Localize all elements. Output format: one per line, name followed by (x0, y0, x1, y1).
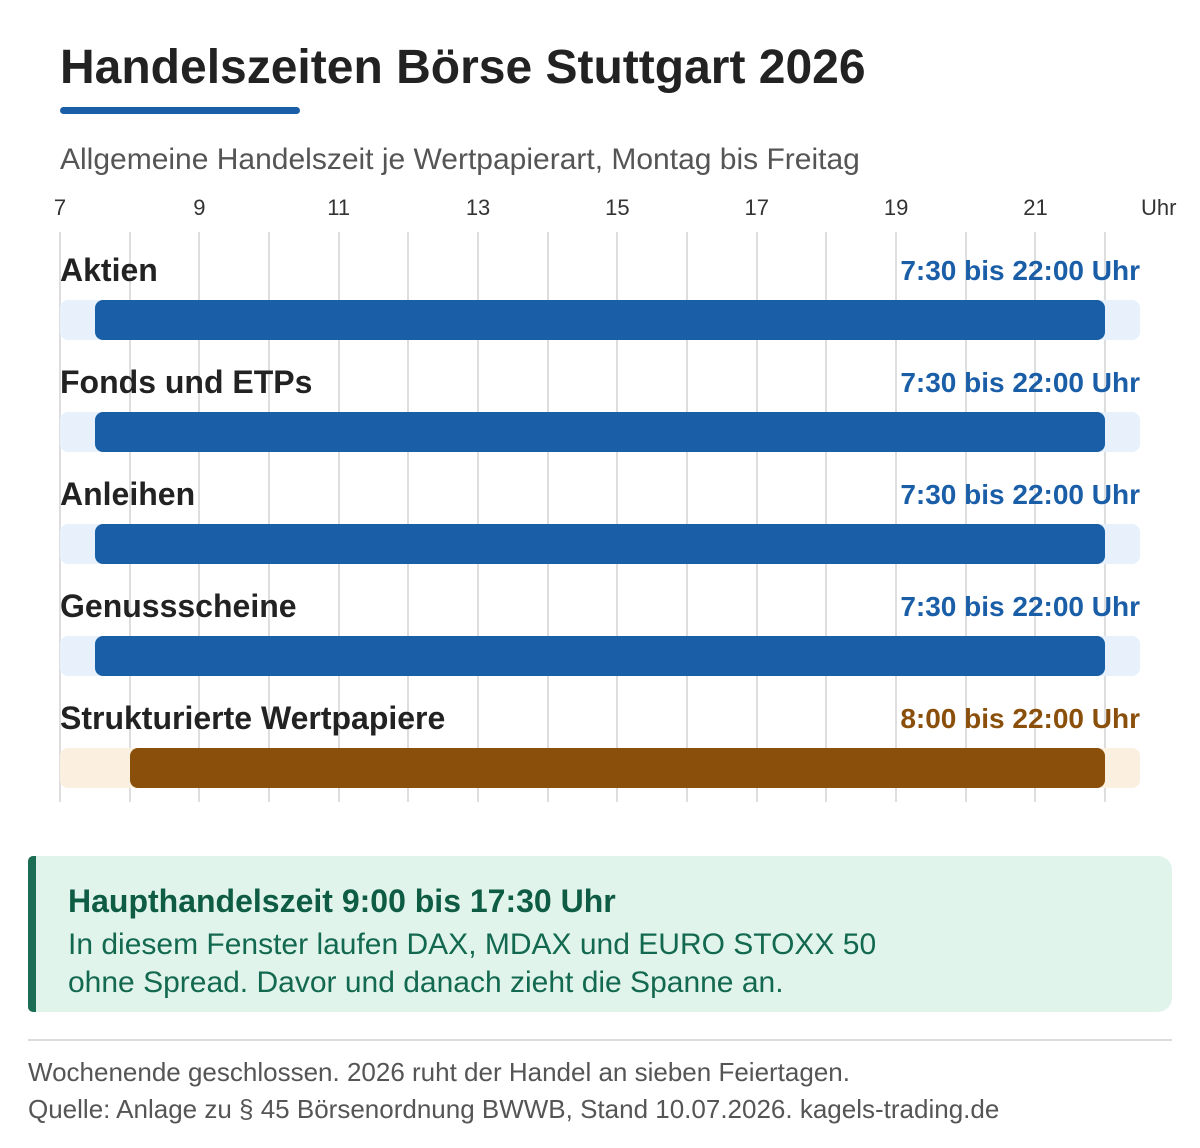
callout-text-line: ohne Spread. Davor und danach zieht die … (68, 966, 784, 999)
gridline (407, 232, 410, 802)
footer-note: Wochenende geschlossen. 2026 ruht der Ha… (28, 1057, 850, 1087)
category-label: Strukturierte Wertpapiere (60, 700, 446, 736)
gridline (825, 232, 828, 802)
range-bar (94, 412, 1106, 452)
x-tick-label: 9 (193, 195, 206, 220)
callout-title: Haupthandelszeit 9:00 bis 17:30 Uhr (68, 883, 616, 919)
x-tick-label: 21 (1023, 195, 1048, 220)
category-label: Fonds und ETPs (60, 364, 313, 400)
x-tick-label: 17 (744, 195, 769, 220)
gridline (59, 232, 61, 802)
gridline (477, 232, 480, 802)
main-trading-callout: Haupthandelszeit 9:00 bis 17:30 Uhr In d… (28, 856, 1172, 1012)
chart-subtitle: Allgemeine Handelszeit je Wertpapierart,… (60, 143, 860, 176)
range-label: 7:30 bis 22:00 Uhr (900, 591, 1140, 622)
gridline (964, 232, 967, 802)
gridline (1034, 232, 1037, 802)
gridline (1104, 232, 1107, 802)
category-label: Aktien (60, 252, 158, 288)
range-label: 8:00 bis 22:00 Uhr (900, 703, 1140, 734)
footer-divider (28, 1039, 1172, 1041)
footer-source: Quelle: Anlage zu § 45 Börsenordnung BWW… (28, 1094, 1000, 1124)
gridline (546, 232, 549, 802)
category-label: Anleihen (60, 476, 196, 512)
gridline (686, 232, 689, 802)
gridline (337, 232, 340, 802)
x-tick-label: 19 (883, 195, 909, 220)
range-bar (129, 748, 1106, 788)
chart-title: Handelszeiten Börse Stuttgart 2026 (60, 41, 866, 94)
range-label: 7:30 bis 22:00 Uhr (900, 367, 1140, 398)
gridline (198, 232, 201, 802)
gridline (895, 232, 898, 802)
gridline (755, 232, 758, 802)
x-tick-label: 11 (327, 195, 351, 220)
x-tick-label: 15 (605, 195, 630, 220)
range-label: 7:30 bis 22:00 Uhr (900, 255, 1140, 286)
title-underline (60, 107, 300, 114)
range-bar (94, 300, 1106, 340)
range-bar (94, 636, 1106, 676)
range-label: 7:30 bis 22:00 Uhr (900, 479, 1140, 510)
gridline (128, 232, 131, 802)
callout-text-line: In diesem Fenster laufen DAX, MDAX und E… (68, 928, 877, 961)
x-tick-label: 13 (465, 195, 491, 220)
range-bar (94, 524, 1106, 564)
x-unit-label: Uhr (1141, 195, 1177, 220)
category-label: Genussscheine (60, 588, 297, 624)
x-tick-label: 7 (53, 195, 67, 220)
gridline (268, 232, 271, 802)
gridline (616, 232, 619, 802)
trading-hours-chart: 7 9 11 13 15 17 19 21 Uhr Aktien 7:30 bis 22:00 Uh… (53, 195, 1177, 802)
